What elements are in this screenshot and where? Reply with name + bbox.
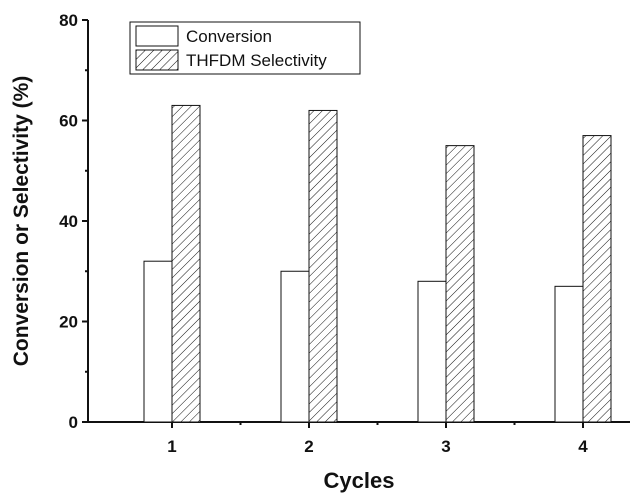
y-tick-label: 80 [59, 11, 78, 30]
legend: Conversion THFDM Selectivity [129, 21, 361, 75]
legend-label-conversion: Conversion [186, 27, 272, 46]
y-tick-label: 60 [59, 112, 78, 131]
x-tick-label: 1 [167, 437, 176, 456]
bar-conversion [417, 280, 447, 423]
y-tick-label: 40 [59, 212, 78, 231]
x-tick-label: 4 [578, 437, 588, 456]
bars-layer [143, 104, 612, 423]
bar-thfdm-selectivity [171, 104, 201, 423]
x-axis-title: Cycles [324, 468, 395, 493]
legend-label-thfdm-selectivity: THFDM Selectivity [186, 51, 327, 70]
bar-thfdm-selectivity [308, 109, 338, 423]
legend-swatch-thfdm-selectivity [135, 49, 179, 71]
bar-conversion [280, 270, 310, 423]
x-axis-ticks: 1 2 3 4 [167, 422, 588, 456]
y-axis-title: Conversion or Selectivity (%) [10, 76, 33, 367]
bar-conversion [143, 260, 173, 423]
bar-conversion [554, 285, 584, 423]
x-tick-label: 2 [304, 437, 313, 456]
bar-thfdm-selectivity [582, 135, 612, 423]
y-axis-ticks: 0 20 40 60 80 [59, 11, 88, 432]
legend-swatch-conversion [135, 25, 179, 47]
y-tick-label: 20 [59, 313, 78, 332]
x-tick-label: 3 [441, 437, 450, 456]
bar-thfdm-selectivity [445, 145, 475, 423]
y-tick-label: 0 [69, 413, 78, 432]
